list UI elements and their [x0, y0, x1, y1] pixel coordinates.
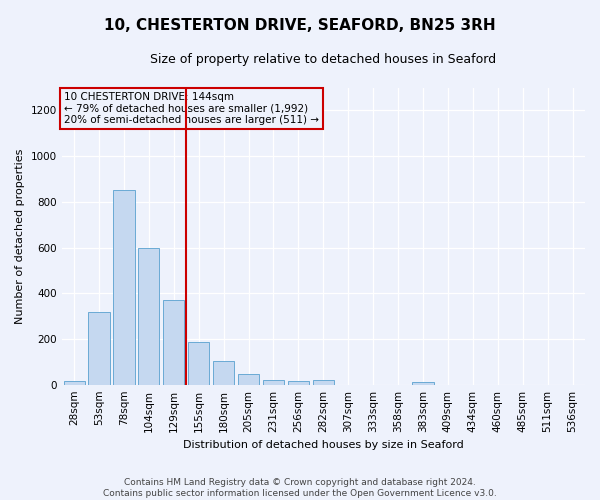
Text: 10, CHESTERTON DRIVE, SEAFORD, BN25 3RH: 10, CHESTERTON DRIVE, SEAFORD, BN25 3RH [104, 18, 496, 32]
Y-axis label: Number of detached properties: Number of detached properties [15, 148, 25, 324]
Text: 10 CHESTERTON DRIVE: 144sqm
← 79% of detached houses are smaller (1,992)
20% of : 10 CHESTERTON DRIVE: 144sqm ← 79% of det… [64, 92, 319, 125]
Bar [313, 380, 334, 384]
Title: Size of property relative to detached houses in Seaford: Size of property relative to detached ho… [150, 52, 496, 66]
Bar [88, 312, 110, 384]
Bar [188, 342, 209, 384]
Bar [64, 382, 85, 384]
X-axis label: Distribution of detached houses by size in Seaford: Distribution of detached houses by size … [183, 440, 464, 450]
Bar [412, 382, 434, 384]
Bar [113, 190, 134, 384]
Bar [138, 248, 160, 384]
Bar [213, 360, 234, 384]
Text: Contains HM Land Registry data © Crown copyright and database right 2024.
Contai: Contains HM Land Registry data © Crown c… [103, 478, 497, 498]
Bar [238, 374, 259, 384]
Bar [163, 300, 184, 384]
Bar [263, 380, 284, 384]
Bar [288, 380, 309, 384]
